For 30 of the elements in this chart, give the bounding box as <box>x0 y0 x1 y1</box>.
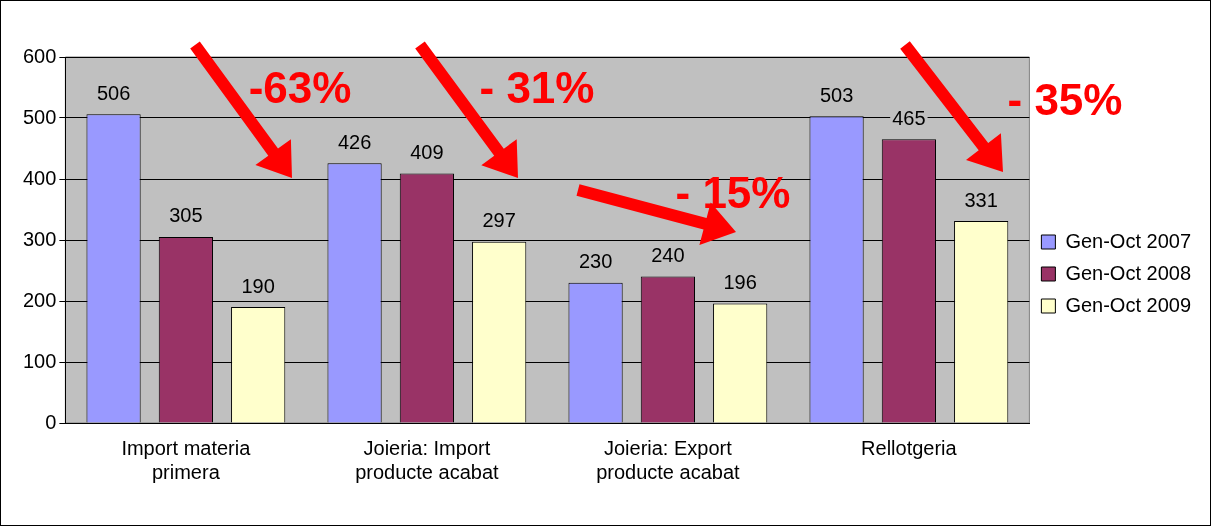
y-tick-label: 200 <box>22 288 57 311</box>
x-tick-label: Rellotgeria <box>861 436 958 459</box>
data-label: 190 <box>241 274 275 297</box>
y-tick-label: 400 <box>22 166 57 189</box>
legend-label: Gen-Oct 2009 <box>1065 293 1191 316</box>
x-tick-label: Joieria: Export producte acabat <box>596 436 741 483</box>
x-tick-label: Joieria: Import producte acabat <box>355 436 500 483</box>
legend-label: Gen-Oct 2008 <box>1065 261 1191 284</box>
x-tick-label: Import materia primera <box>121 436 252 483</box>
y-tick-label: 600 <box>22 44 57 67</box>
data-label: 297 <box>482 209 516 232</box>
legend-label: Gen-Oct 2007 <box>1065 229 1191 252</box>
data-label: 305 <box>169 204 203 227</box>
data-label: 465 <box>892 106 926 129</box>
data-label: 196 <box>723 270 757 293</box>
data-label: 331 <box>964 188 998 211</box>
y-tick-label: 0 <box>45 410 57 433</box>
data-label: 506 <box>96 81 131 104</box>
data-label: 503 <box>819 83 854 106</box>
data-label: 240 <box>651 244 685 267</box>
data-label: 230 <box>578 250 613 273</box>
y-tick-label: 100 <box>22 349 57 372</box>
y-tick-label: 300 <box>22 227 57 250</box>
data-label: 409 <box>410 141 444 164</box>
data-label: 426 <box>337 130 372 153</box>
y-tick-label: 500 <box>22 105 57 128</box>
annotation: -63% <box>248 63 352 113</box>
annotation: - 15% <box>675 168 791 218</box>
annotation: - 31% <box>479 63 595 113</box>
annotation: - 35% <box>1007 75 1123 125</box>
